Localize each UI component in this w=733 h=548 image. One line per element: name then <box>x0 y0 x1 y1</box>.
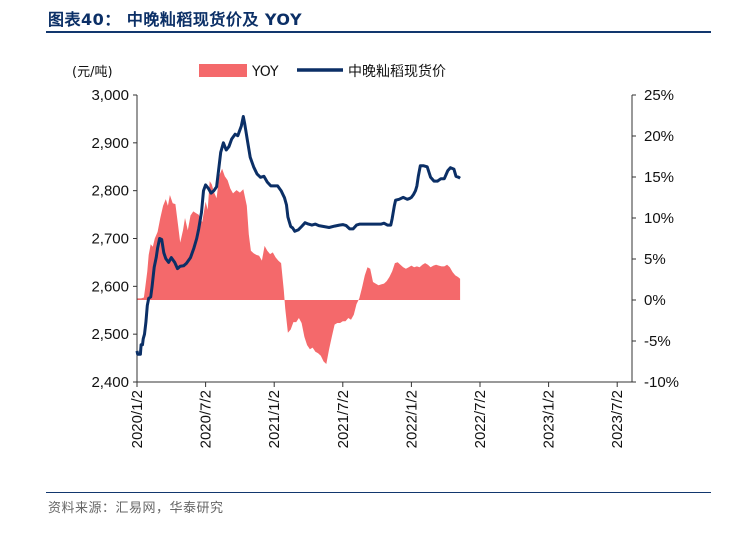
source-note: 资料来源：汇易网，华泰研究 <box>48 501 224 516</box>
legend: YOY 中晚籼稻现货价 <box>199 63 446 80</box>
legend-label-yoy: YOY <box>251 64 279 80</box>
x-tick-label: 2023/7/2 <box>609 390 626 448</box>
left-tick-label: 2,800 <box>91 183 129 200</box>
footer-rule <box>46 492 711 493</box>
x-tick-label: 2023/1/2 <box>541 390 558 448</box>
right-tick-label: 25% <box>644 87 674 104</box>
title-rule <box>46 31 711 33</box>
price-line-layer <box>135 115 461 356</box>
right-tick-label: 10% <box>644 210 674 227</box>
left-tick-label: 2,500 <box>91 326 129 343</box>
chart-title: 图表40： 中晚籼稻现货价及 YOY <box>48 10 303 29</box>
legend-swatch-yoy <box>199 64 247 77</box>
yoy-bars <box>137 168 461 364</box>
left-axis-unit: (元/吨) <box>72 65 113 80</box>
left-tick-label: 2,900 <box>91 135 129 152</box>
right-tick-label: 15% <box>644 169 674 186</box>
right-tick-label: -10% <box>644 374 679 391</box>
x-tick-label: 2021/7/2 <box>335 390 352 448</box>
left-tick-label: 3,000 <box>91 87 129 104</box>
x-tick-label: 2020/1/2 <box>129 390 146 448</box>
axes: 2,400 2,500 2,600 2,700 2,800 2,900 3,000 -10% -… <box>72 65 679 448</box>
x-tick-label: 2020/7/2 <box>198 390 215 448</box>
right-tick-label: 0% <box>644 292 666 309</box>
left-tick-label: 2,400 <box>91 374 129 391</box>
right-tick-label: 20% <box>644 128 674 145</box>
x-tick-label: 2022/7/2 <box>472 390 489 448</box>
yoy-series-area <box>137 168 461 364</box>
legend-label-price: 中晚籼稻现货价 <box>348 63 446 80</box>
left-tick-label: 2,700 <box>91 231 129 248</box>
x-tick-label: 2021/1/2 <box>266 390 283 448</box>
price-series-line <box>135 115 461 356</box>
x-tick-label: 2022/1/2 <box>403 390 420 448</box>
left-tick-label: 2,600 <box>91 278 129 295</box>
right-tick-label: 5% <box>644 251 666 268</box>
right-tick-label: -5% <box>644 333 671 350</box>
